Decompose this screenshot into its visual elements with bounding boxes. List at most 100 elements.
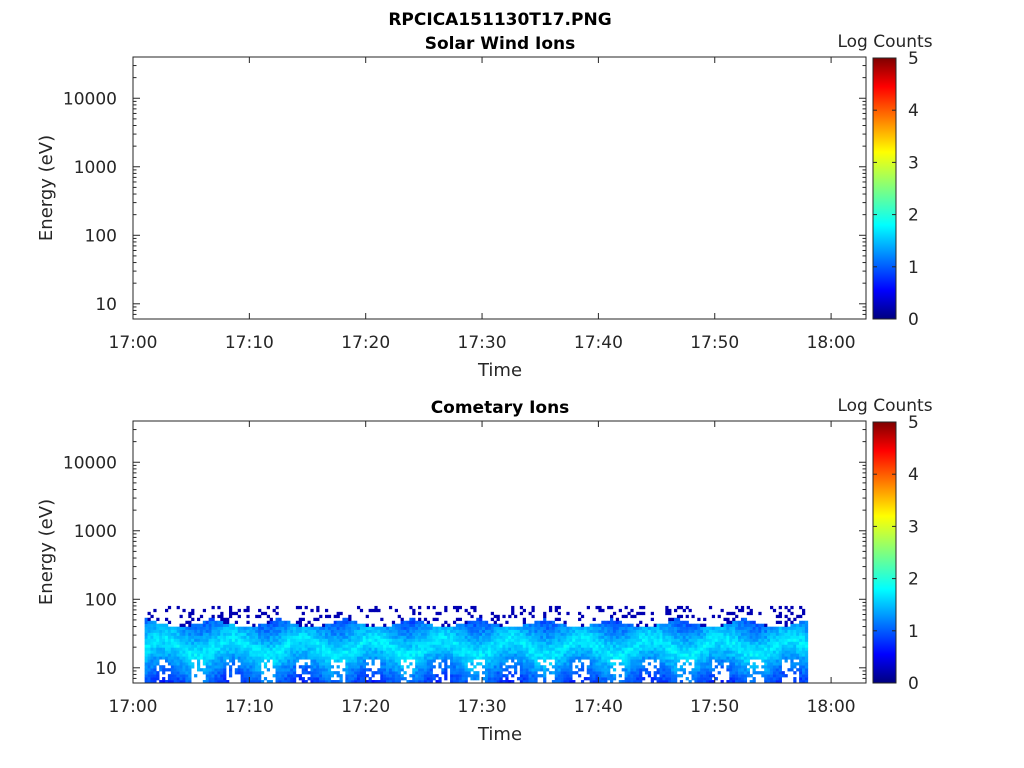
- heatmap-cell: [636, 632, 640, 636]
- heatmap-cell: [484, 638, 489, 642]
- heatmap-cell: [342, 629, 346, 633]
- heatmap-cell: [714, 626, 718, 630]
- heatmap-cell: [642, 644, 646, 648]
- heatmap-cell: [179, 653, 183, 657]
- heatmap-cell: [470, 674, 474, 678]
- heatmap-cell: [671, 632, 675, 636]
- heatmap-cell: [770, 629, 774, 633]
- heatmap-cell: [772, 653, 777, 657]
- heatmap-cell: [324, 623, 329, 627]
- heatmap-cell: [182, 668, 186, 672]
- heatmap-cell: [284, 641, 288, 645]
- heatmap-cell: [519, 653, 524, 657]
- heatmap-cell: [272, 620, 276, 625]
- heatmap-cell: [165, 650, 169, 654]
- heatmap-cell: [307, 638, 311, 642]
- heatmap-cell: [458, 680, 462, 684]
- heatmap-cell: [298, 638, 303, 642]
- heatmap-cell: [292, 668, 297, 672]
- heatmap-cell: [467, 650, 471, 654]
- heatmap-cell: [563, 638, 567, 642]
- heatmap-cell: [400, 668, 404, 672]
- heatmap-cell: [310, 677, 314, 681]
- heatmap-cell: [167, 680, 172, 684]
- heatmap-cell: [682, 629, 686, 633]
- heatmap-cell: [729, 662, 733, 666]
- heatmap-cell: [313, 647, 317, 651]
- heatmap-cell: [589, 668, 593, 672]
- heatmap-cell: [362, 656, 366, 660]
- heatmap-cell: [400, 617, 404, 622]
- heatmap-cell: [217, 620, 221, 625]
- heatmap-cell: [348, 656, 352, 660]
- heatmap-cell: [412, 620, 416, 625]
- heatmap-cell: [324, 677, 329, 681]
- heatmap-cell: [240, 671, 244, 675]
- heatmap-cell: [749, 644, 753, 648]
- heatmap-cell: [554, 617, 558, 622]
- heatmap-cell: [804, 638, 809, 642]
- heatmap-cell: [668, 650, 672, 654]
- heatmap-cell: [333, 659, 337, 663]
- heatmap-cell: [278, 623, 282, 627]
- heatmap-cell: [185, 659, 189, 663]
- heatmap-cell: [412, 674, 416, 678]
- heatmap-cell: [327, 665, 332, 669]
- heatmap-cell: [627, 662, 631, 666]
- heatmap-cell: [455, 644, 460, 648]
- heatmap-cell: [490, 677, 494, 681]
- heatmap-cell: [208, 668, 212, 672]
- heatmap-cell: [252, 644, 256, 648]
- heatmap-cell: [522, 674, 526, 678]
- heatmap-cell: [560, 629, 564, 633]
- heatmap-cell: [621, 647, 625, 651]
- heatmap-cell: [516, 647, 521, 651]
- heatmap-cell: [723, 626, 727, 630]
- heatmap-cell: [272, 608, 276, 613]
- heatmap-cell: [188, 665, 192, 669]
- heatmap-cell: [391, 659, 396, 663]
- heatmap-cell: [165, 656, 169, 660]
- heatmap-cell: [220, 680, 224, 684]
- heatmap-cell: [298, 647, 303, 651]
- heatmap-cell: [470, 623, 474, 627]
- heatmap-cell: [345, 629, 349, 633]
- heatmap-cell: [191, 617, 195, 622]
- heatmap-cell: [342, 653, 346, 657]
- heatmap-cell: [499, 653, 503, 657]
- heatmap-cell: [258, 641, 262, 645]
- heatmap-cell: [665, 632, 669, 636]
- heatmap-cell: [269, 647, 273, 651]
- heatmap-cell: [633, 677, 637, 681]
- heatmap-cell: [615, 653, 620, 657]
- heatmap-cell: [243, 662, 247, 666]
- heatmap-cell: [566, 644, 570, 648]
- heatmap-cell: [167, 653, 172, 657]
- heatmap-cell: [755, 641, 759, 645]
- heatmap-cell: [266, 653, 271, 657]
- heatmap-cell: [368, 629, 372, 633]
- heatmap-cell: [711, 635, 716, 639]
- heatmap-cell: [700, 626, 704, 630]
- heatmap-cell: [260, 632, 265, 636]
- heatmap-cell: [307, 653, 311, 657]
- heatmap-cell: [386, 674, 390, 678]
- heatmap-cell: [612, 641, 617, 645]
- heatmap-cell: [793, 650, 797, 654]
- heatmap-cell: [260, 644, 265, 648]
- heatmap-cell: [272, 626, 276, 630]
- heatmap-cell: [732, 623, 736, 627]
- heatmap-cell: [394, 650, 398, 654]
- heatmap-cell: [313, 665, 317, 669]
- heatmap-cell: [409, 620, 413, 625]
- heatmap-cell: [589, 632, 593, 636]
- heatmap-cell: [208, 680, 212, 684]
- heatmap-cell: [572, 632, 576, 636]
- heatmap-cell: [514, 665, 518, 669]
- heatmap-cell: [749, 608, 753, 613]
- heatmap-cell: [365, 614, 369, 619]
- heatmap-cell: [572, 638, 576, 642]
- heatmap-cell: [170, 626, 175, 630]
- heatmap-cell: [746, 671, 750, 675]
- heatmap-cell: [359, 665, 364, 669]
